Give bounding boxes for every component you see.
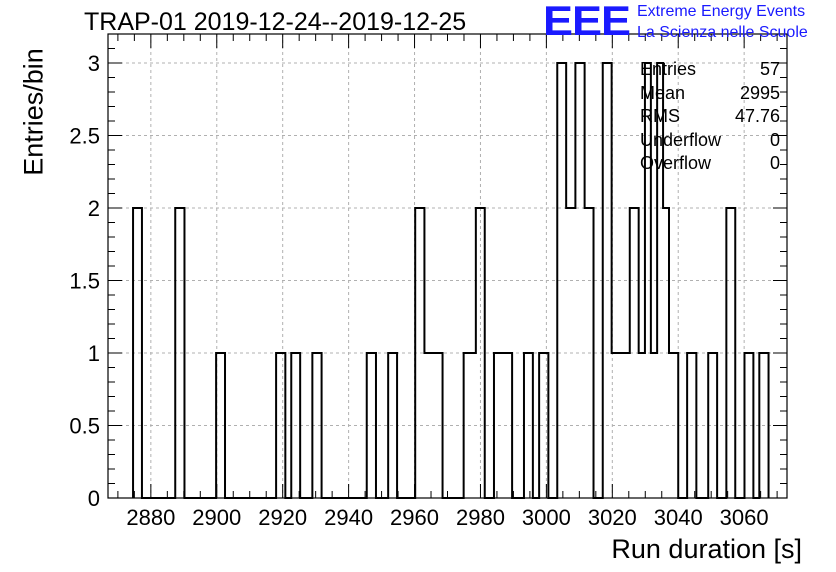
stat-overflow: Overflow 0 bbox=[640, 152, 780, 176]
x-axis-label: Run duration [s] bbox=[611, 534, 802, 564]
stat-label: RMS bbox=[640, 106, 680, 126]
stat-label: Overflow bbox=[640, 153, 712, 173]
y-tick-label: 2.5 bbox=[69, 124, 100, 149]
plot-frame bbox=[107, 33, 788, 499]
stat-label: Underflow bbox=[640, 129, 722, 150]
stat-entries: Entries 57 bbox=[640, 58, 780, 82]
y-tick-label: 0.5 bbox=[69, 414, 100, 439]
stat-rms: RMS 47.76 bbox=[640, 105, 780, 129]
stat-mean: Mean 2995 bbox=[640, 82, 780, 106]
x-tick-label: 3000 bbox=[522, 505, 571, 530]
x-tick-label: 2980 bbox=[456, 505, 505, 530]
eee-logo-mark: EEE bbox=[543, 0, 631, 45]
y-axis-label: Entries/bin bbox=[18, 48, 49, 176]
x-tick-label: 2920 bbox=[258, 505, 307, 530]
y-tick-label: 2 bbox=[88, 196, 100, 221]
x-tick-label: 3060 bbox=[720, 505, 769, 530]
x-tick-label: 2900 bbox=[192, 505, 241, 530]
stat-label: Entries bbox=[640, 59, 697, 79]
y-tick-label: 1 bbox=[88, 341, 100, 366]
histogram-outline bbox=[132, 62, 770, 499]
y-tick-label: 0 bbox=[88, 486, 100, 511]
stat-value: 2995 bbox=[739, 82, 780, 103]
stat-value: 0 bbox=[769, 129, 780, 150]
logo-text-line2: La Scienza nelle Scuole bbox=[637, 24, 808, 41]
y-tick-label: 3 bbox=[88, 51, 100, 76]
stat-value: 57 bbox=[759, 59, 780, 79]
x-tick-label: 2960 bbox=[390, 505, 439, 530]
stat-value: 0 bbox=[769, 153, 780, 173]
y-tick-label: 1.5 bbox=[69, 269, 100, 294]
stat-label: Mean bbox=[640, 82, 686, 103]
stat-value: 47.76 bbox=[734, 106, 780, 126]
chart-title: TRAP-01 2019-12-24--2019-12-25 bbox=[84, 8, 467, 36]
x-tick-label: 3020 bbox=[588, 505, 637, 530]
stat-underflow: Underflow 0 bbox=[640, 129, 780, 153]
histogram-bin bbox=[494, 353, 512, 498]
x-tick-label: 3040 bbox=[654, 505, 703, 530]
x-tick-label: 2880 bbox=[126, 505, 175, 530]
x-tick-label: 2940 bbox=[324, 505, 373, 530]
logo-text-line1: Extreme Energy Events bbox=[637, 3, 806, 20]
stats-box: Entries 57 Mean 2995 RMS 47.76 Underflow 0 O… bbox=[640, 58, 780, 176]
